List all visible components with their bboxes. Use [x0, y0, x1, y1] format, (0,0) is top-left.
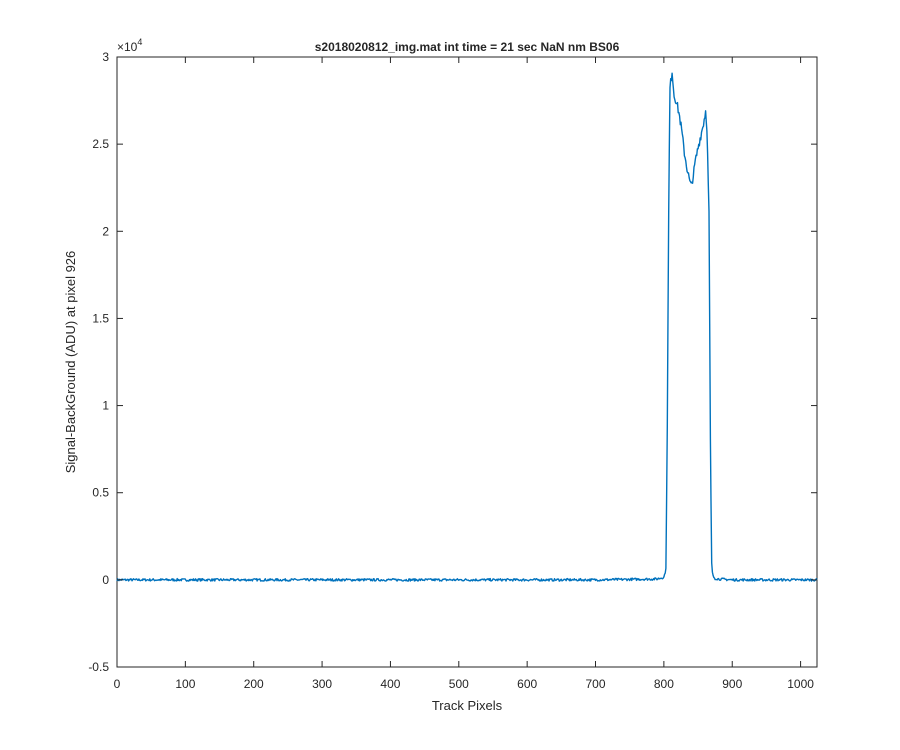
x-tick-label: 800: [654, 677, 674, 691]
x-tick-label: 200: [244, 677, 264, 691]
x-tick-label: 100: [175, 677, 195, 691]
x-tick-label: 1000: [787, 677, 814, 691]
y-axis-label: Signal-BackGround (ADU) at pixel 926: [63, 251, 78, 474]
x-tick-label: 600: [517, 677, 537, 691]
axes-box: [116, 56, 818, 668]
y-exponent-label: ×104: [117, 37, 142, 54]
y-tick-label: 1: [102, 399, 109, 413]
y-tick-label: -0.5: [88, 660, 109, 674]
y-tick-label: 1.5: [92, 311, 109, 325]
x-tick-label: 900: [722, 677, 742, 691]
y-tick-label: 0: [102, 573, 109, 587]
y-tick-label: 3: [102, 50, 109, 64]
x-tick-label: 300: [312, 677, 332, 691]
chart-title: s2018020812_img.mat int time = 21 sec Na…: [315, 40, 620, 54]
y-tick-label: 2.5: [92, 137, 109, 151]
y-tick-label: 0.5: [92, 486, 109, 500]
x-tick-label: 500: [449, 677, 469, 691]
x-axis-label: Track Pixels: [432, 698, 503, 713]
plot-area: 0 100 200 300 400 500 600 700 800 900 1000 -0.5 0 0.5…: [88, 50, 818, 691]
x-tick-label: 400: [380, 677, 400, 691]
x-tick-label: 0: [114, 677, 121, 691]
x-tick-label: 700: [586, 677, 606, 691]
y-tick-label: 2: [102, 224, 109, 238]
series-line: [116, 72, 818, 582]
